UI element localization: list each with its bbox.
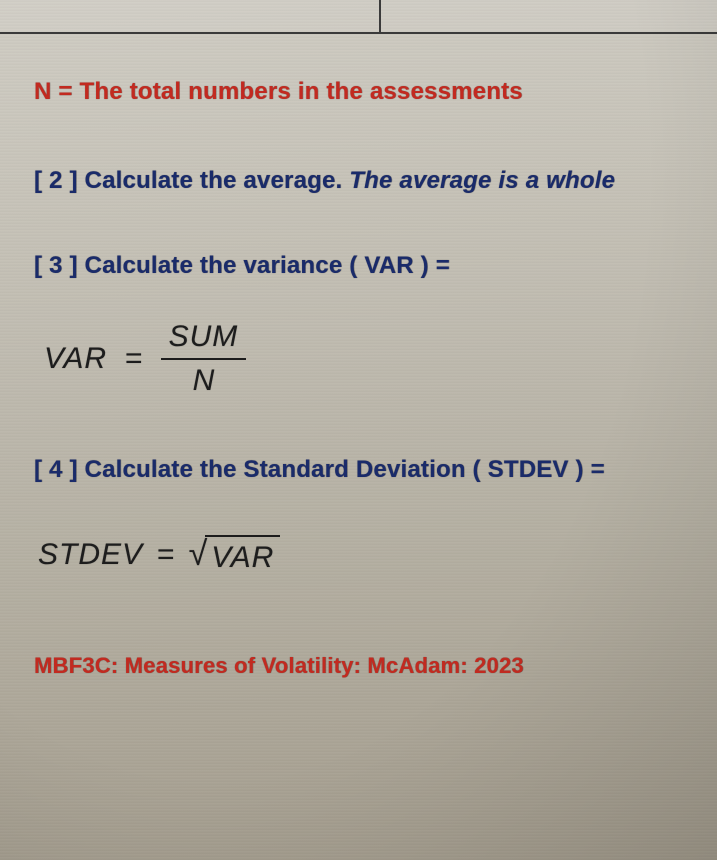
step-3: [ 3 ] Calculate the variance ( VAR ) = (34, 252, 689, 281)
step-4-label: Calculate the Standard Deviation ( STDEV… (78, 456, 605, 483)
document-page: N = The total numbers in the assessments… (0, 0, 717, 860)
step-4-bracket: [ 4 ] (34, 456, 78, 483)
step-3-label: Calculate the variance ( VAR ) = (78, 252, 450, 279)
equals-sign-2: = (157, 538, 175, 572)
footer-citation: MBF3C: Measures of Volatility: McAdam: 2… (34, 653, 689, 679)
equals-sign: = (125, 342, 143, 376)
step-2-bracket: [ 2 ] (34, 167, 78, 194)
n-definition-text: N = The total numbers in the assessments (34, 78, 523, 105)
fraction: SUM N (161, 322, 247, 396)
step-1-definition: N = The total numbers in the assessments (34, 78, 689, 107)
step-2-italic-tail: The average is a whole (349, 167, 615, 194)
step-3-bracket: [ 3 ] (34, 252, 78, 279)
radical-icon: √ (189, 537, 208, 577)
var-lhs: VAR (44, 342, 107, 376)
table-row-fragment (0, 0, 717, 34)
radicand: VAR (205, 535, 280, 575)
footer-text: MBF3C: Measures of Volatility: McAdam: 2… (34, 653, 524, 678)
table-cell-right (380, 0, 717, 34)
step-4: [ 4 ] Calculate the Standard Deviation (… (34, 456, 689, 485)
numerator: SUM (161, 322, 247, 358)
step-2-label: Calculate the average. (78, 167, 350, 194)
table-cell-left (0, 0, 380, 34)
denominator: N (185, 360, 223, 396)
square-root: √ VAR (189, 535, 281, 575)
step-2: [ 2 ] Calculate the average. The average… (34, 167, 689, 196)
stdev-lhs: STDEV (38, 538, 143, 572)
stdev-formula: STDEV = √ VAR (38, 535, 689, 575)
variance-formula: VAR = SUM N (44, 322, 689, 396)
